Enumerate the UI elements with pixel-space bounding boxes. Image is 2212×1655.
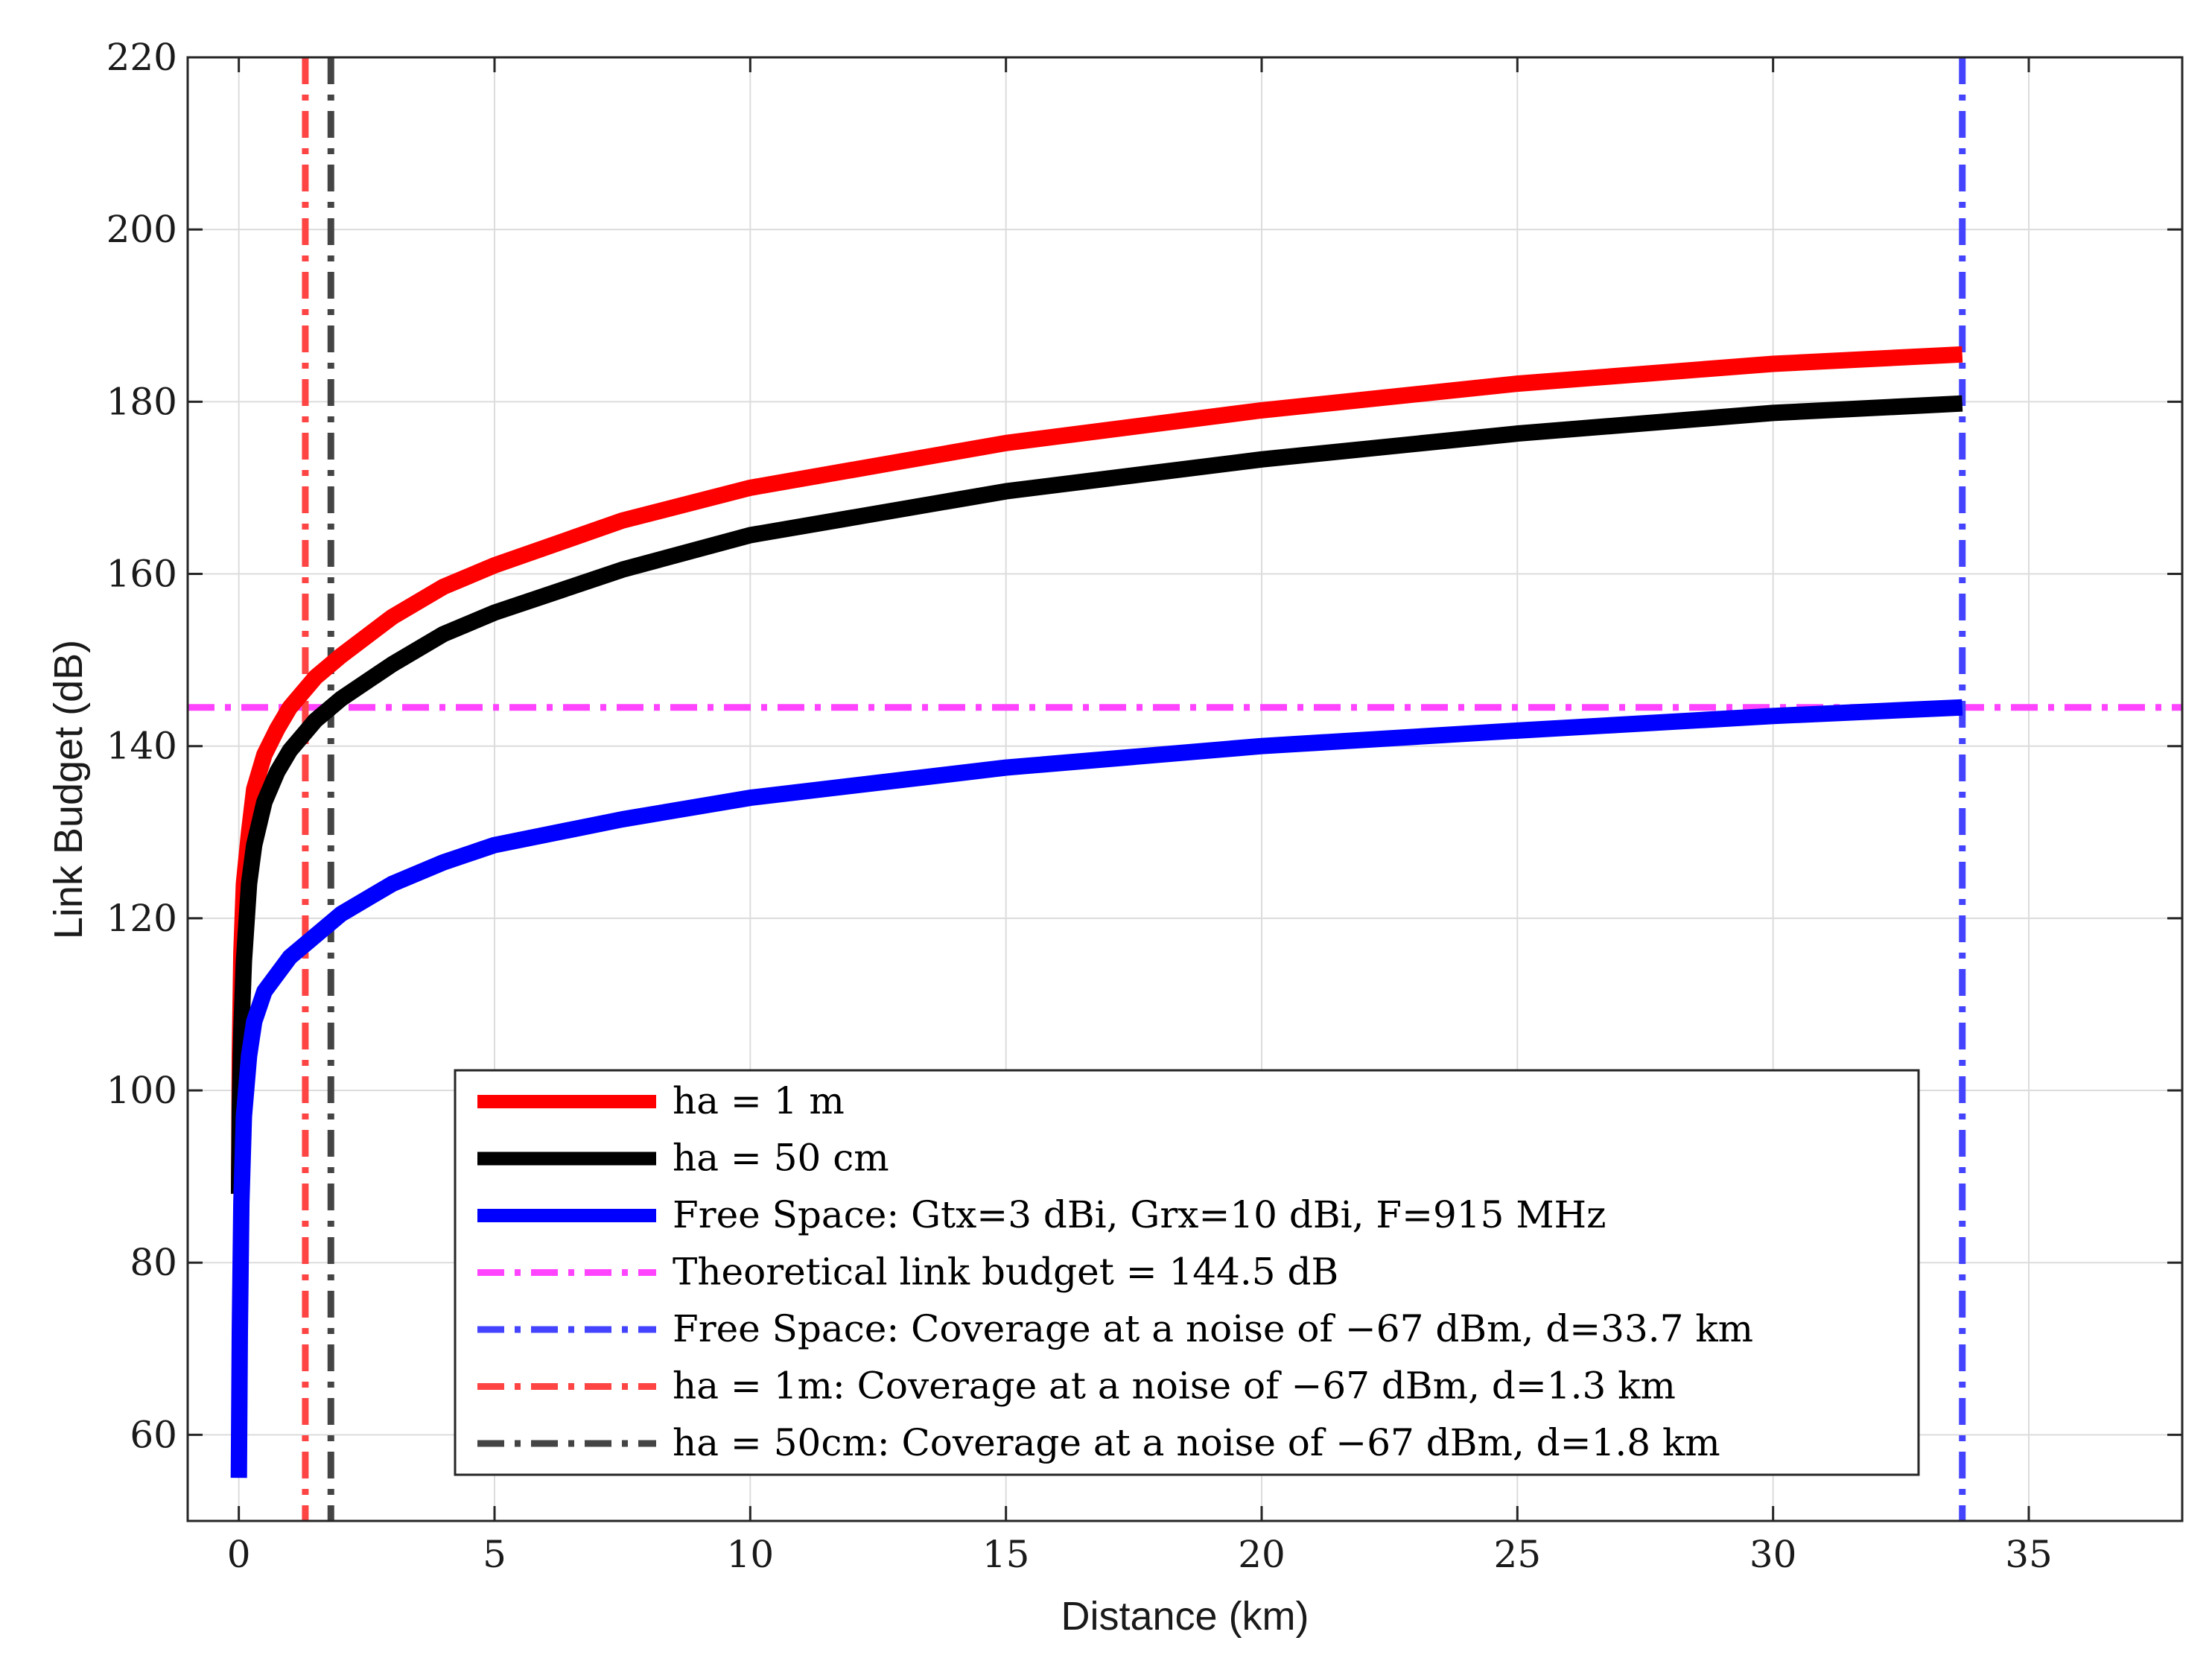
y-tick-label: 160	[107, 553, 177, 596]
legend-label-ha-50cm-coverage-at-a-noise-of-67-dbm-d-1-8-km: ha = 50cm: Coverage at a noise of −67 dB…	[673, 1421, 1720, 1464]
y-tick-label: 180	[107, 380, 177, 423]
y-tick-label: 100	[107, 1069, 177, 1112]
legend-label-ha-1-m: ha = 1 m	[673, 1079, 845, 1122]
legend-label-ha-50-cm: ha = 50 cm	[673, 1137, 889, 1180]
x-tick-label: 35	[2005, 1533, 2053, 1576]
x-tick-label: 0	[227, 1533, 251, 1576]
x-tick-label: 25	[1494, 1533, 1542, 1576]
axis-ticks: 0 5 10 15 20 25 30 35 60 80 100 120 140 160 180 200 220	[107, 36, 2182, 1576]
y-axis-label: Link Budget (dB)	[46, 640, 91, 939]
legend-label-ha-1m-coverage-at-a-noise-of-67-dbm-d-1-3-km: ha = 1m: Coverage at a noise of −67 dBm,…	[673, 1365, 1676, 1408]
series-line-ha-50-cm	[231, 395, 1963, 1194]
x-tick-label: 20	[1238, 1533, 1285, 1576]
legend-label-free-space-gtx-3-dbi-grx-10-dbi-f-915-mhz: Free Space: Gtx=3 dBi, Grx=10 dBi, F=915…	[673, 1193, 1606, 1236]
axes-box	[186, 56, 2184, 1522]
series-line-free-space-gtx-3-dbi-grx-10-dbi-f-915-mhz	[230, 699, 1963, 1478]
y-tick-label: 140	[107, 725, 177, 768]
reference-lines	[188, 57, 2182, 1521]
x-tick-label: 5	[483, 1533, 506, 1576]
x-tick-label: 10	[727, 1533, 775, 1576]
x-axis-label: Distance (km)	[1061, 1594, 1309, 1639]
legend-label-free-space-coverage-at-a-noise-of-67-dbm-d-33-7-km: Free Space: Coverage at a noise of −67 d…	[673, 1307, 1753, 1350]
y-tick-label: 200	[107, 208, 177, 251]
y-tick-label: 80	[130, 1241, 177, 1284]
legend-box	[454, 1069, 1920, 1476]
y-tick-label: 60	[130, 1413, 177, 1456]
data-series	[230, 346, 1963, 1478]
legend-label-theoretical-link-budget-144-5-db: Theoretical link budget = 144.5 dB	[673, 1251, 1338, 1294]
x-tick-label: 15	[982, 1533, 1030, 1576]
legend: ha = 1 m ha = 50 cm Free Space: Gtx=3 dBi,…	[454, 1069, 1920, 1476]
y-tick-label: 120	[107, 897, 177, 940]
y-tick-label: 220	[107, 36, 177, 79]
x-tick-label: 30	[1749, 1533, 1797, 1576]
